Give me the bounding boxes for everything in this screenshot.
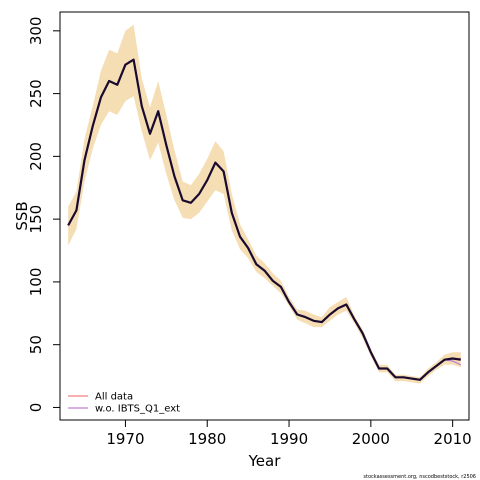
- confidence-band-layer: [68, 24, 461, 384]
- x-axis-title: Year: [248, 452, 282, 470]
- x-tick-label: 1990: [270, 430, 308, 448]
- y-tick-label: 300: [27, 17, 45, 46]
- source-footnote: stockassessment.org, nscodbeststock, r25…: [363, 474, 476, 480]
- x-axis: 1970 1980 1990 2000 2010: [106, 419, 472, 448]
- confidence-band: [68, 24, 461, 384]
- series-line-wo-ibts: [67, 59, 462, 381]
- x-tick-label: 1970: [106, 430, 144, 448]
- y-tick-label: 100: [27, 268, 45, 297]
- x-tick-label: 2000: [352, 430, 390, 448]
- y-tick-label: 200: [27, 142, 45, 171]
- legend: All data w.o. IBTS_Q1_ext: [68, 392, 180, 415]
- y-tick-label: 0: [27, 403, 45, 413]
- y-axis-title: SSB: [13, 201, 31, 230]
- legend-label-wo-ibts: w.o. IBTS_Q1_ext: [95, 404, 180, 415]
- y-tick-label: 150: [27, 205, 45, 234]
- x-tick-label: 2010: [434, 430, 472, 448]
- y-axis: 0 50 100 150 200 250 300: [27, 17, 61, 413]
- x-tick-label: 1980: [188, 430, 226, 448]
- y-tick-label: 50: [27, 335, 45, 354]
- series-lines-layer: [67, 58, 462, 381]
- y-tick-label: 250: [27, 79, 45, 108]
- legend-label-all-data: All data: [95, 392, 133, 403]
- series-line-all-data: [67, 59, 461, 381]
- series-line-estimate: [67, 58, 461, 381]
